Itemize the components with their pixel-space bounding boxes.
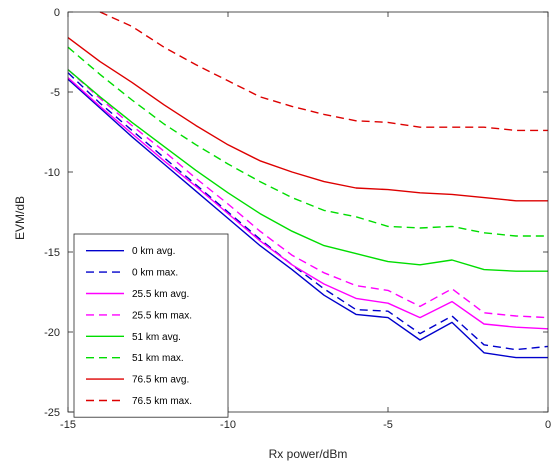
series-line-0 bbox=[67, 78, 548, 359]
legend-label-2: 25.5 km avg. bbox=[132, 289, 189, 300]
series-line-2 bbox=[67, 77, 549, 330]
legend-label-4: 51 km avg. bbox=[132, 332, 181, 343]
legend-label-7: 76.5 km max. bbox=[132, 396, 192, 407]
y-axis-label: EVM/dB bbox=[13, 196, 27, 240]
legend: 0 km avg. 0 km max. 25.5 km avg. 25.5 km ma… bbox=[73, 233, 229, 418]
legend-label-6: 76.5 km avg. bbox=[132, 375, 189, 386]
series-line-5 bbox=[67, 46, 548, 237]
series-line-7 bbox=[99, 11, 548, 132]
series-line-6 bbox=[67, 37, 548, 202]
x-tick-label: 0 bbox=[545, 419, 551, 431]
x-tick-label: -5 bbox=[383, 419, 393, 431]
legend-label-3: 25.5 km max. bbox=[132, 310, 192, 321]
x-tick-label: -10 bbox=[220, 419, 236, 431]
y-tick-label: -15 bbox=[44, 247, 60, 259]
series-layer bbox=[67, 11, 549, 359]
y-tick-label: 0 bbox=[54, 7, 60, 19]
y-tick-label: -10 bbox=[44, 167, 60, 179]
legend-box bbox=[73, 233, 229, 418]
y-tick-label: -20 bbox=[44, 327, 60, 339]
series-line-3 bbox=[67, 69, 549, 319]
y-tick-label: -5 bbox=[50, 87, 60, 99]
y-tick-label: -25 bbox=[44, 407, 60, 419]
series-line-4 bbox=[67, 69, 548, 272]
axes-box bbox=[67, 11, 549, 413]
legend-label-1: 0 km max. bbox=[132, 268, 178, 279]
x-tick-label: -15 bbox=[60, 419, 76, 431]
series-line-1 bbox=[67, 72, 549, 351]
axes-layer: -15 -10 -5 0 0 -5 -10 -15 -20 -25 bbox=[44, 7, 551, 431]
x-axis-label: Rx power/dBm bbox=[269, 447, 348, 461]
legend-label-0: 0 km avg. bbox=[132, 246, 175, 257]
legend-label-5: 51 km max. bbox=[132, 353, 184, 364]
